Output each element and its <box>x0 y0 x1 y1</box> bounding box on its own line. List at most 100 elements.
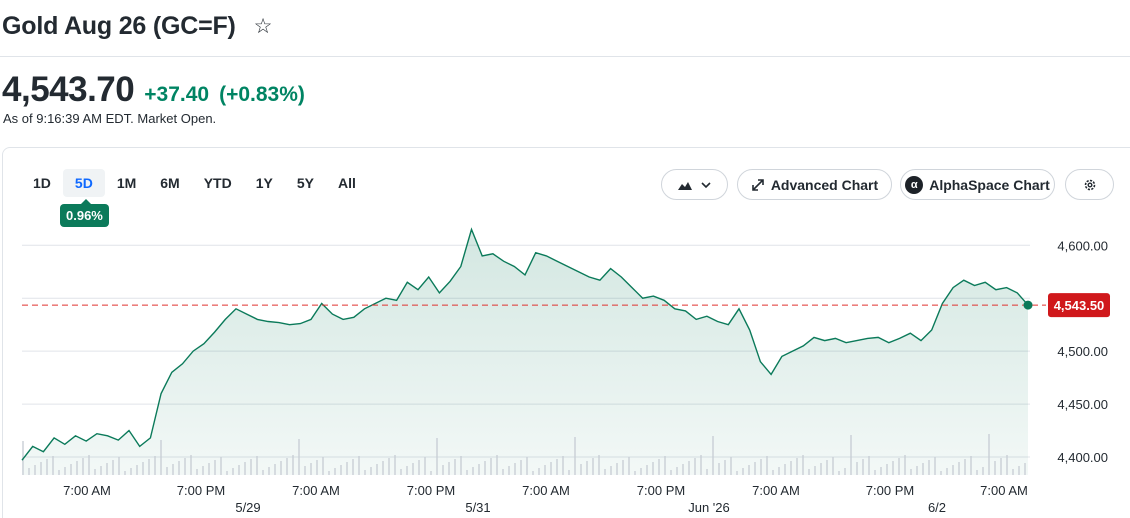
volume-bar <box>622 460 624 475</box>
volume-bar <box>526 457 528 475</box>
volume-bar <box>334 468 336 475</box>
volume-bar <box>682 464 684 475</box>
volume-bar <box>1000 458 1002 475</box>
volume-bar <box>454 459 456 475</box>
volume-bar <box>136 465 138 475</box>
volume-bar <box>238 465 240 475</box>
volume-bar <box>952 465 954 475</box>
y-tick-label: 4,450.00 <box>1057 397 1108 412</box>
volume-bar <box>568 470 570 475</box>
volume-bar <box>844 468 846 475</box>
volume-bar <box>904 455 906 475</box>
volume-bar <box>436 438 438 475</box>
volume-bar <box>550 462 552 475</box>
volume-bar <box>292 455 294 475</box>
volume-bar <box>838 471 840 475</box>
volume-bar <box>310 463 312 475</box>
volume-bar <box>172 464 174 475</box>
volume-bar <box>742 468 744 475</box>
volume-bar <box>52 456 54 475</box>
volume-bar <box>154 456 156 475</box>
volume-bar <box>370 467 372 475</box>
volume-bar <box>64 467 66 475</box>
volume-bar <box>892 461 894 475</box>
volume-bar <box>376 464 378 475</box>
x-date-label: Jun '26 <box>688 500 730 515</box>
volume-bar <box>70 464 72 475</box>
x-time-label: 7:00 PM <box>177 483 225 498</box>
tab-6m[interactable]: 6M <box>160 175 180 191</box>
volume-bar <box>94 469 96 475</box>
volume-bar <box>118 457 120 475</box>
volume-bar <box>694 458 696 475</box>
volume-bar <box>496 455 498 475</box>
volume-bar <box>766 456 768 475</box>
volume-bar <box>772 470 774 475</box>
y-tick-label: 4,500.00 <box>1057 344 1108 359</box>
volume-bar <box>508 466 510 475</box>
volume-bar <box>982 467 984 475</box>
chart-type-button[interactable] <box>661 169 728 200</box>
current-price-dot <box>1023 300 1033 310</box>
tab-5y[interactable]: 5Y <box>296 175 314 191</box>
volume-bar <box>970 456 972 475</box>
tab-ytd[interactable]: YTD <box>203 175 232 191</box>
volume-bar <box>754 462 756 475</box>
volume-bar <box>1024 463 1026 475</box>
volume-bar <box>484 461 486 475</box>
volume-bar <box>688 461 690 475</box>
volume-bar <box>586 461 588 475</box>
volume-bar <box>736 471 738 475</box>
volume-bar <box>160 440 162 475</box>
volume-bar <box>796 458 798 475</box>
volume-bar <box>808 469 810 475</box>
chart-settings-button[interactable] <box>1065 169 1114 200</box>
current-price: 4,543.70 <box>2 70 135 109</box>
tab-1d[interactable]: 1D <box>33 175 51 191</box>
mountain-chart-icon <box>677 181 692 190</box>
x-date-label: 5/29 <box>235 500 260 515</box>
alphaspace-logo-icon: α <box>905 175 924 194</box>
tab-all[interactable]: All <box>337 175 356 191</box>
advanced-chart-button[interactable]: Advanced Chart <box>737 169 892 200</box>
alphaspace-chart-button[interactable]: α AlphaSpace Chart <box>900 169 1055 200</box>
x-time-label: 7:00 AM <box>752 483 800 498</box>
page-title: Gold Aug 26 (GC=F) <box>2 11 236 40</box>
volume-bar <box>814 466 816 475</box>
volume-bar <box>562 456 564 475</box>
volume-bar <box>634 471 636 475</box>
volume-bar <box>418 460 420 475</box>
volume-bar <box>124 471 126 475</box>
volume-bar <box>1006 455 1008 475</box>
x-time-label: 7:00 PM <box>866 483 914 498</box>
volume-bar <box>922 463 924 475</box>
title-row: Gold Aug 26 (GC=F) ☆ <box>2 8 273 44</box>
volume-bar <box>658 459 660 475</box>
volume-bar <box>880 467 882 475</box>
volume-bar <box>886 464 888 475</box>
as-of-timestamp: As of 9:16:39 AM EDT. Market Open. <box>3 111 217 126</box>
volume-bar <box>394 455 396 475</box>
volume-bar <box>58 470 60 475</box>
volume-bar <box>226 471 228 475</box>
volume-bar <box>178 461 180 475</box>
volume-bar <box>448 462 450 475</box>
volume-bar <box>286 458 288 475</box>
volume-bar <box>214 460 216 475</box>
x-time-label: 7:00 PM <box>637 483 685 498</box>
volume-bar <box>268 467 270 475</box>
volume-bar <box>142 462 144 475</box>
volume-bar <box>490 458 492 475</box>
volume-bar <box>256 456 258 475</box>
volume-bar <box>640 468 642 475</box>
volume-bar <box>898 458 900 475</box>
tab-1y[interactable]: 1Y <box>255 175 273 191</box>
volume-bar <box>778 467 780 475</box>
star-icon[interactable]: ☆ <box>253 14 273 38</box>
volume-bar <box>202 466 204 475</box>
tab-5d[interactable]: 5D <box>62 169 105 197</box>
volume-bar <box>670 470 672 475</box>
tab-1m[interactable]: 1M <box>116 175 137 191</box>
volume-bar <box>298 439 300 475</box>
